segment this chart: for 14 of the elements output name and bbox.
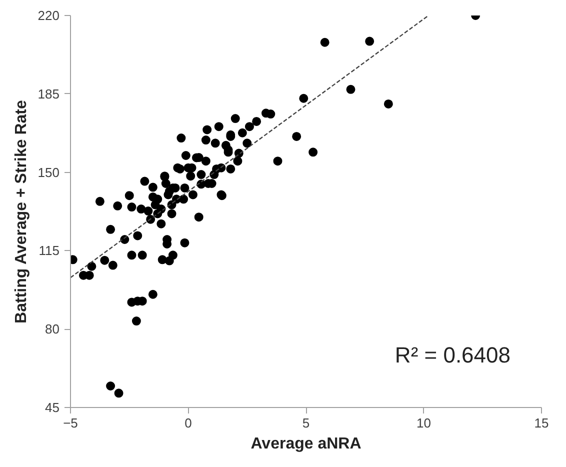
x-tick-label: 0	[184, 416, 192, 430]
y-tick-label: 80	[45, 322, 60, 337]
x-tick-label: 15	[534, 416, 549, 430]
y-tick-label: 45	[45, 400, 60, 415]
y-tick-label: 115	[38, 243, 60, 258]
annotation: R² = 0.6408	[394, 342, 511, 368]
y-tick-label: 150	[38, 164, 60, 180]
y-tick-label: 185	[38, 86, 60, 102]
x-tick-label: 10	[416, 416, 431, 430]
y-axis-title: Batting Average + Strike Rate	[12, 100, 30, 324]
y-tick-label: 220	[38, 8, 60, 23]
x-axis-title: Average aNRA	[250, 436, 362, 452]
x-tick-label: 5	[302, 416, 310, 430]
x-tick-label: −5	[63, 416, 78, 430]
